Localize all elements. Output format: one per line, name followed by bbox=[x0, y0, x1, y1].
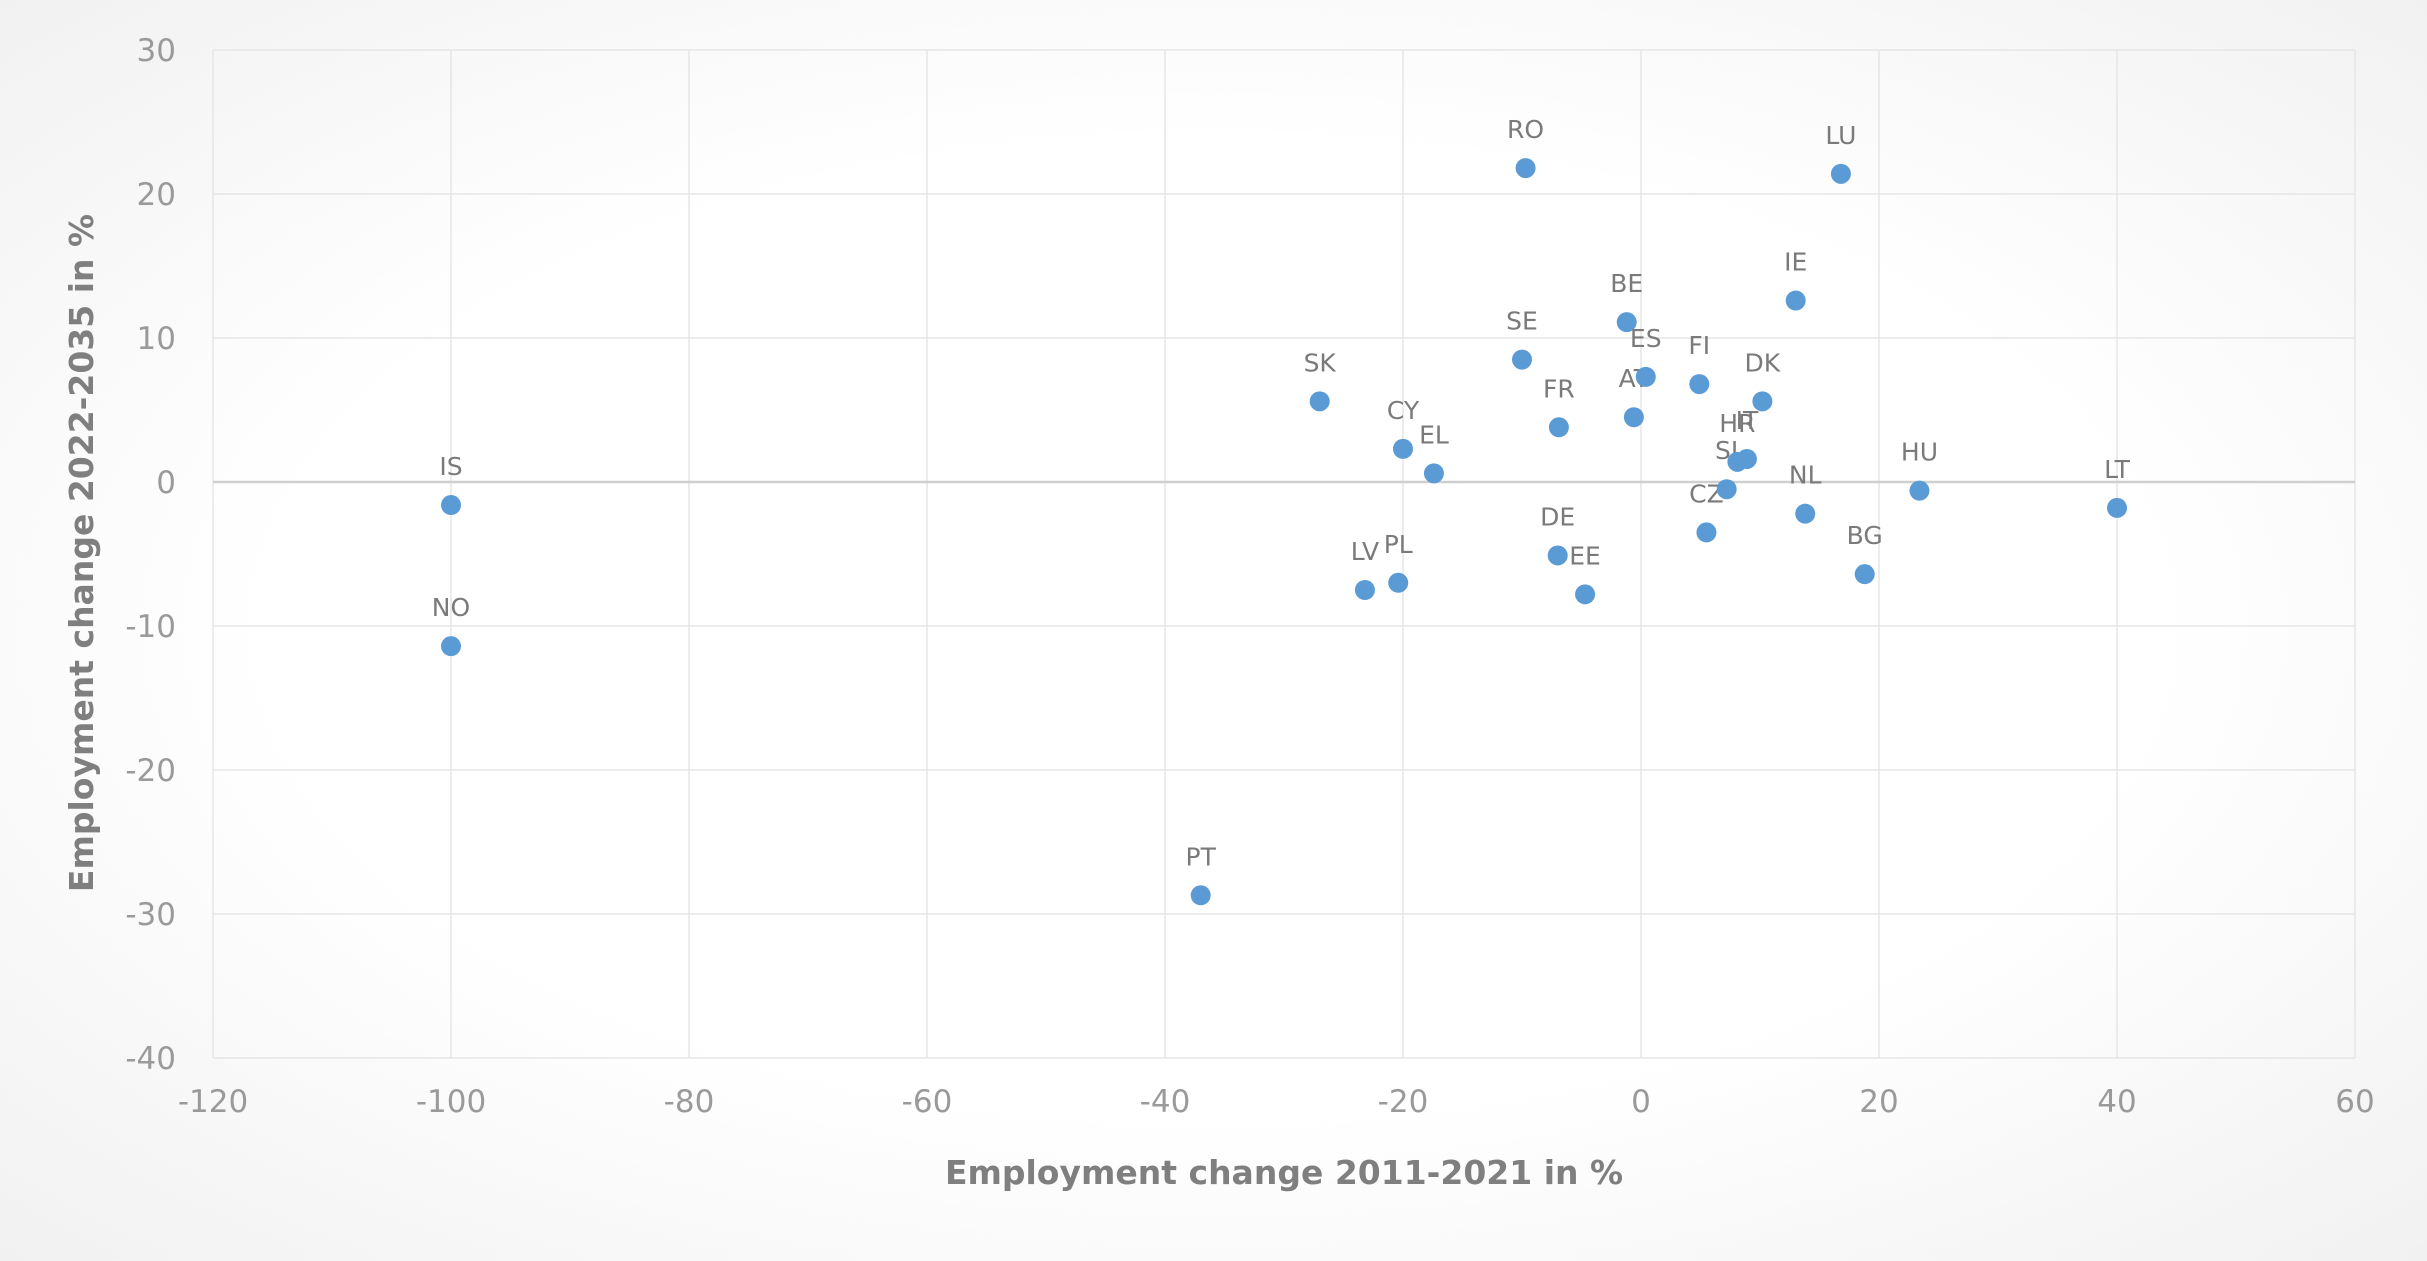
x-tick-label: -80 bbox=[664, 1084, 715, 1120]
y-tick-label: -10 bbox=[125, 609, 176, 645]
data-point-label: BE bbox=[1610, 269, 1643, 298]
data-point-label: PL bbox=[1384, 530, 1413, 559]
data-point bbox=[1785, 290, 1806, 311]
data-point-label: HU bbox=[1901, 438, 1938, 467]
data-point bbox=[1512, 349, 1532, 370]
data-point bbox=[1575, 584, 1596, 605]
data-point bbox=[1309, 391, 1330, 412]
data-point-label: ES bbox=[1630, 324, 1662, 353]
data-point bbox=[1354, 580, 1375, 600]
data-point-label: HR bbox=[1719, 409, 1755, 438]
y-tick-label: 30 bbox=[137, 33, 176, 69]
data-point-label: SE bbox=[1506, 307, 1538, 336]
data-point bbox=[1547, 545, 1568, 566]
data-point-label: DE bbox=[1540, 502, 1575, 531]
y-tick-label: -20 bbox=[125, 753, 176, 789]
data-point bbox=[1716, 479, 1737, 500]
data-point-label: SK bbox=[1304, 348, 1337, 377]
data-point bbox=[1854, 564, 1875, 585]
y-axis-ticks: -40 -30 -20 -10 0 10 20 30 bbox=[125, 33, 176, 1077]
data-point-label: LT bbox=[2104, 455, 2130, 484]
x-tick-label: -120 bbox=[178, 1084, 248, 1120]
data-point-label: LV bbox=[1351, 537, 1379, 566]
y-tick-label: -40 bbox=[125, 1041, 176, 1077]
data-point bbox=[1393, 438, 1413, 459]
data-point-label: IT bbox=[1736, 406, 1759, 435]
data-point-label: FR bbox=[1543, 374, 1575, 403]
data-point bbox=[1616, 312, 1637, 333]
x-axis-title: Employment change 2011-2021 in % bbox=[945, 1153, 1623, 1192]
data-point-label: IE bbox=[1784, 248, 1807, 277]
x-tick-label: -60 bbox=[902, 1084, 953, 1120]
x-tick-label: -20 bbox=[1378, 1084, 1429, 1120]
x-axis-ticks: -120 -100 -80 -60 -40 -20 0 20 40 60 bbox=[178, 1084, 2375, 1120]
y-tick-label: -30 bbox=[125, 897, 176, 933]
x-tick-label: 20 bbox=[1859, 1084, 1898, 1120]
data-point bbox=[1909, 480, 1930, 501]
data-point-label: NL bbox=[1789, 461, 1822, 490]
data-point-label: FI bbox=[1688, 331, 1710, 360]
data-point bbox=[1696, 522, 1717, 543]
y-tick-label: 10 bbox=[137, 321, 176, 357]
data-point bbox=[2107, 497, 2127, 518]
data-point-label: PT bbox=[1186, 842, 1217, 871]
data-point bbox=[1736, 448, 1757, 469]
data-point-label: CY bbox=[1387, 396, 1420, 425]
data-point-label: EL bbox=[1419, 420, 1449, 449]
data-point bbox=[1830, 163, 1851, 184]
data-point bbox=[1635, 366, 1656, 387]
data-point-label: EE bbox=[1569, 541, 1601, 570]
data-point bbox=[1623, 407, 1644, 428]
data-point-label: LU bbox=[1825, 121, 1856, 150]
data-point bbox=[1689, 374, 1710, 395]
x-tick-label: -40 bbox=[1140, 1084, 1191, 1120]
gridlines bbox=[212, 49, 2356, 1059]
data-point bbox=[441, 636, 461, 657]
x-tick-label: 60 bbox=[2335, 1084, 2374, 1120]
data-point-label: DK bbox=[1745, 348, 1781, 377]
data-point-label: BG bbox=[1847, 521, 1883, 550]
data-point bbox=[1423, 463, 1444, 484]
data-point bbox=[1388, 572, 1409, 593]
data-point bbox=[441, 495, 461, 516]
data-point bbox=[1515, 158, 1536, 179]
x-tick-label: 40 bbox=[2097, 1084, 2136, 1120]
x-tick-label: -100 bbox=[416, 1084, 486, 1120]
data-point bbox=[1752, 391, 1773, 412]
data-point-label: IS bbox=[439, 452, 462, 481]
y-tick-label: 20 bbox=[137, 177, 176, 213]
y-tick-label: 0 bbox=[156, 465, 176, 501]
data-point bbox=[1190, 885, 1211, 906]
data-point-label: NO bbox=[432, 593, 470, 622]
data-point bbox=[1548, 417, 1569, 438]
data-point-label: RO bbox=[1507, 115, 1544, 144]
y-axis-title: Employment change 2022-2035 in % bbox=[62, 214, 101, 892]
data-point bbox=[1795, 503, 1816, 524]
x-tick-label: 0 bbox=[1631, 1084, 1651, 1120]
